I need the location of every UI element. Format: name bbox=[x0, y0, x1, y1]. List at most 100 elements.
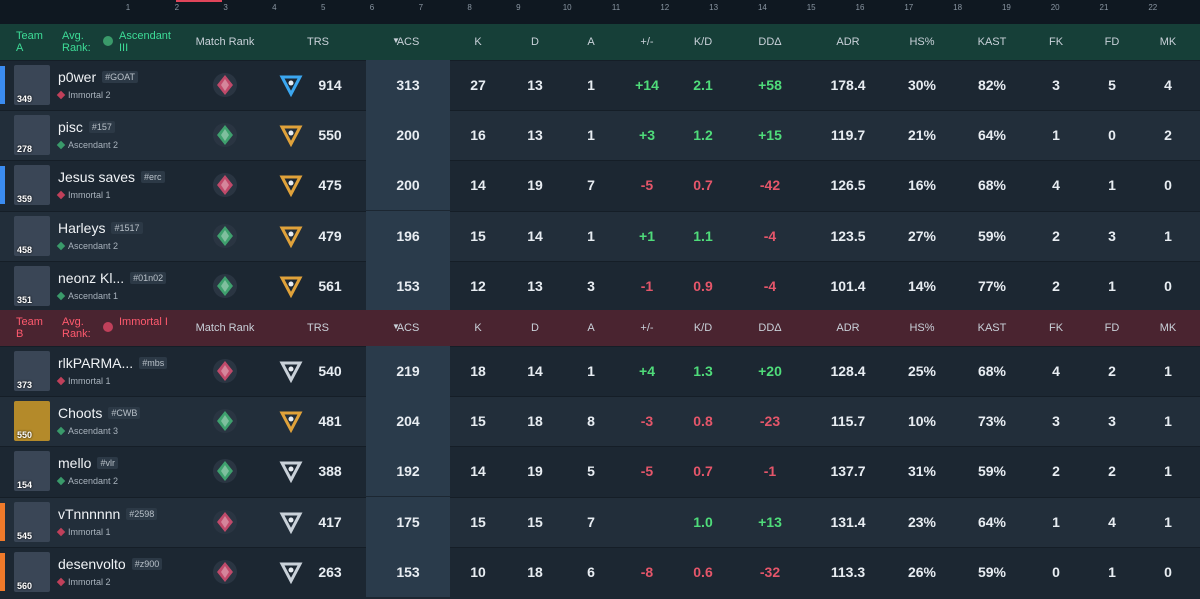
round-number: 18 bbox=[953, 3, 963, 12]
side-bar bbox=[0, 552, 5, 591]
stat-value: 31% bbox=[907, 463, 937, 480]
column-header: A bbox=[587, 36, 595, 48]
player-row bbox=[0, 396, 1200, 448]
round-number: 10 bbox=[562, 3, 572, 12]
player-name: Choots bbox=[58, 405, 103, 422]
column-header: TRS bbox=[307, 322, 329, 334]
column-header: DDΔ bbox=[758, 36, 782, 48]
player-name: Jesus saves bbox=[58, 169, 136, 186]
stat-value: 1 bbox=[1108, 177, 1116, 194]
stat-value: 14% bbox=[907, 277, 937, 294]
player-tag: #1517 bbox=[111, 221, 143, 234]
stat-value: 12 bbox=[470, 277, 486, 294]
column-header: D bbox=[531, 322, 539, 334]
round-number: 1 bbox=[125, 3, 131, 12]
player-level: 349 bbox=[17, 94, 33, 104]
round-number: 19 bbox=[1001, 3, 1011, 12]
stat-value: 1 bbox=[1108, 563, 1116, 580]
stat-value: 15 bbox=[470, 413, 486, 430]
match-rank-icon bbox=[212, 559, 238, 590]
trs-icon bbox=[279, 409, 303, 438]
side-bar bbox=[0, 166, 5, 205]
player-row bbox=[0, 160, 1200, 212]
stat-value: 1 bbox=[1164, 463, 1172, 480]
column-header: FD bbox=[1104, 322, 1120, 334]
avatar bbox=[14, 215, 50, 256]
column-header: TRS bbox=[307, 36, 329, 48]
stat-value: 30% bbox=[907, 77, 937, 93]
acs-highlight bbox=[366, 260, 450, 311]
stat-value: 0 bbox=[1052, 563, 1060, 580]
player-row bbox=[0, 346, 1200, 397]
stat-value: 1 bbox=[1108, 277, 1116, 294]
player-level: 545 bbox=[17, 530, 33, 541]
round-number: 15 bbox=[806, 3, 816, 12]
stat-value: 10% bbox=[907, 413, 937, 430]
stat-value: 13 bbox=[527, 77, 543, 93]
stat-value: 153 bbox=[396, 563, 420, 580]
avatar bbox=[14, 351, 50, 391]
match-rank-icon bbox=[212, 172, 238, 203]
stat-value: 1 bbox=[587, 77, 595, 93]
column-header: FK bbox=[1048, 322, 1064, 334]
stat-value: 128.4 bbox=[830, 363, 866, 379]
stat-value: 2 bbox=[1164, 127, 1172, 144]
stat-value: -1 bbox=[763, 463, 777, 480]
column-header: MK bbox=[1159, 322, 1177, 334]
stat-value: 481 bbox=[318, 413, 342, 430]
stat-value: 14 bbox=[470, 177, 486, 194]
stat-value: 18 bbox=[470, 363, 486, 379]
stat-value: 313 bbox=[396, 77, 420, 93]
stat-value: -32 bbox=[759, 563, 781, 580]
stat-value: 68% bbox=[977, 177, 1007, 194]
stat-value: -23 bbox=[759, 413, 781, 430]
round-number: 16 bbox=[855, 3, 865, 12]
column-header: Match Rank bbox=[195, 36, 255, 48]
stat-value: +20 bbox=[758, 363, 782, 379]
stat-value: 126.5 bbox=[830, 177, 866, 194]
player-level: 550 bbox=[17, 430, 33, 441]
stat-value: 914 bbox=[318, 77, 342, 93]
side-bar bbox=[0, 66, 5, 104]
stat-value: -4 bbox=[763, 227, 777, 244]
stat-value: 14 bbox=[527, 363, 543, 379]
stat-value: 200 bbox=[396, 177, 420, 194]
player-rank: Immortal 1 bbox=[68, 526, 111, 537]
stat-value: 0 bbox=[1164, 177, 1172, 194]
stat-value: 3 bbox=[587, 277, 595, 294]
stat-value: +13 bbox=[758, 513, 782, 530]
stat-value: 550 bbox=[318, 127, 342, 144]
stat-value: 0.6 bbox=[693, 563, 713, 580]
player-name: p0wer bbox=[58, 69, 97, 85]
stat-value: 73% bbox=[977, 413, 1007, 430]
stat-value: 0.9 bbox=[693, 277, 713, 294]
stat-value: 2.1 bbox=[693, 77, 713, 93]
player-tag: #2598 bbox=[126, 507, 158, 520]
trs-icon bbox=[279, 459, 303, 488]
player-rank: Immortal 2 bbox=[68, 576, 111, 587]
player-rank: Immortal 1 bbox=[68, 376, 111, 386]
round-number: 11 bbox=[611, 3, 621, 12]
round-number: 9 bbox=[516, 3, 521, 12]
stat-value: 64% bbox=[977, 513, 1007, 530]
match-rank-icon bbox=[212, 358, 238, 389]
column-header: K bbox=[474, 36, 482, 48]
stat-value: -4 bbox=[763, 277, 777, 294]
stat-value: 0.8 bbox=[693, 413, 713, 430]
stat-value: 64% bbox=[977, 127, 1007, 144]
player-tag: #GOAT bbox=[102, 71, 138, 83]
stat-value: -42 bbox=[759, 177, 781, 194]
acs-highlight bbox=[366, 496, 450, 547]
stat-value: 6 bbox=[587, 563, 595, 580]
player-row bbox=[0, 210, 1200, 262]
stat-value: 1 bbox=[1164, 513, 1172, 530]
trs-icon bbox=[279, 73, 303, 102]
stat-value: 1 bbox=[1164, 413, 1172, 430]
stat-value: 1.1 bbox=[693, 227, 713, 244]
player-rank: Ascendant 1 bbox=[68, 290, 119, 301]
trs-icon bbox=[279, 123, 303, 152]
column-header: KAST bbox=[977, 322, 1007, 334]
avatar bbox=[14, 551, 50, 592]
round-number: 14 bbox=[757, 3, 767, 12]
